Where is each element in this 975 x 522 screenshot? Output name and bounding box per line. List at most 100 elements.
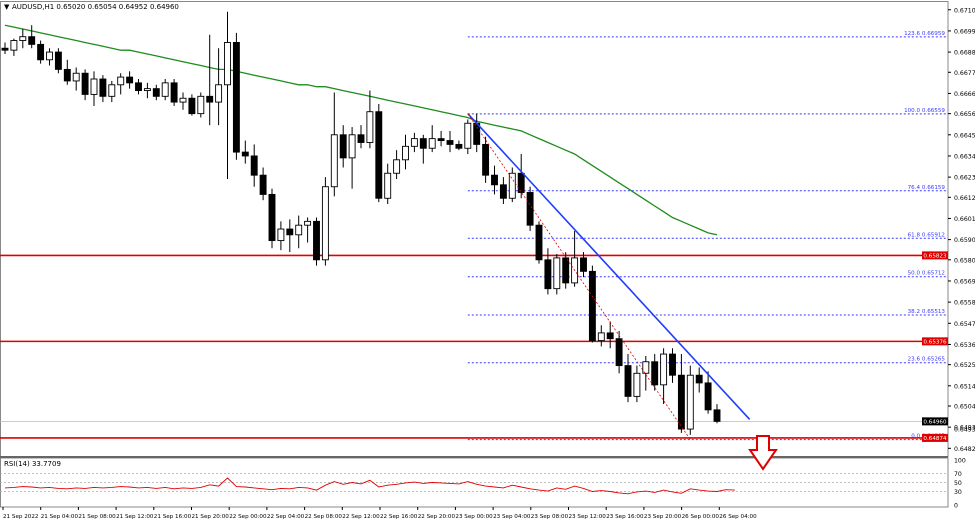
time-axis: 21 Sep 2022 21 Sep 04:00 21 Sep 08:00 21 Se…: [2, 507, 757, 520]
rsi-title: RSI(14) 33.7709: [4, 460, 61, 468]
rsi-line: [4, 477, 735, 495]
bullish-candle: [295, 224, 303, 236]
bullish-candle: [197, 95, 205, 115]
bearish-candle: [135, 82, 142, 92]
bullish-candle: [321, 186, 329, 261]
fib-level-label: 50.0 0.65712: [908, 271, 945, 277]
price-tick-label: 0.66125: [954, 195, 975, 202]
level-price-tag-text: 0.65376: [923, 340, 947, 346]
bearish-trendline: [467, 113, 751, 420]
bullish-candle: [508, 172, 516, 199]
bearish-candle: [152, 88, 160, 97]
bullish-candle: [90, 78, 98, 95]
bullish-candle: [224, 42, 231, 86]
time-tick-label: 23 Sep 08:00: [531, 514, 569, 520]
bearish-candle: [268, 193, 276, 242]
bearish-candle: [651, 361, 659, 386]
rsi-tick-label: 0: [954, 503, 958, 510]
current-price-tag: [922, 417, 948, 426]
bearish-candle: [126, 76, 134, 84]
time-tick-label: 22 Sep 00:00: [229, 514, 267, 520]
bearish-candle: [606, 332, 614, 340]
bullish-candle: [348, 134, 356, 159]
bearish-candle: [669, 353, 676, 376]
time-tick-label: 23 Sep 12:00: [569, 514, 607, 520]
bearish-candle: [437, 138, 445, 142]
price-tick-label: 0.66665: [954, 91, 975, 98]
fib-level-label: 61.8 0.65912: [908, 232, 945, 238]
bearish-candle: [357, 134, 365, 143]
time-tick-label: 21 Sep 04:00: [41, 514, 79, 520]
bearish-candle: [419, 138, 427, 149]
down-arrow-icon: [748, 435, 778, 471]
fib-level-label: 38.2 0.65513: [908, 309, 946, 315]
bearish-candle: [28, 36, 36, 45]
bearish-candle: [259, 174, 267, 195]
rsi-tick-label: 70: [954, 471, 962, 478]
bearish-candle: [695, 374, 703, 384]
bearish-candle: [499, 184, 507, 199]
price-tick-label: 0.66015: [954, 216, 975, 223]
time-tick-label: 21 Sep 08:00: [78, 514, 116, 520]
bearish-candle: [188, 97, 196, 115]
level-price-tag: [922, 251, 948, 260]
bearish-candle: [562, 257, 570, 284]
current-price-tag-text: 0.64960: [923, 420, 947, 426]
bearish-candle: [455, 143, 463, 149]
bearish-candle: [615, 338, 623, 367]
bearish-candle: [241, 151, 249, 157]
bearish-candle: [580, 257, 587, 272]
bearish-candle: [81, 72, 89, 95]
bullish-candle: [597, 332, 605, 342]
price-tick-label: 0.66775: [954, 70, 975, 77]
fib-level-label: 76.4 0.66159: [908, 185, 946, 191]
bullish-candle: [642, 361, 650, 374]
bullish-candle: [660, 353, 668, 386]
bullish-candle: [46, 51, 53, 61]
time-tick-label: 22 Sep 08:00: [305, 514, 343, 520]
bullish-candle: [117, 76, 125, 86]
bearish-candle: [250, 155, 258, 176]
bullish-candle: [108, 84, 116, 97]
time-tick-label: 22 Sep 12:00: [342, 514, 380, 520]
bearish-candle: [491, 174, 498, 186]
chart-menu-marker[interactable]: ▼: [4, 3, 10, 11]
fib-level-label: 100.0 0.66559: [904, 108, 945, 114]
bearish-candle: [375, 111, 383, 199]
rsi-tick-label: 100: [954, 458, 966, 465]
time-tick-label: 26 Sep 00:00: [682, 514, 720, 520]
symbol-header: AUDUSD,H1 0.65020 0.65054 0.64952 0.6496…: [12, 3, 179, 11]
bullish-candle: [633, 372, 641, 397]
bullish-candle: [72, 72, 80, 82]
bearish-candle: [526, 192, 534, 226]
bearish-candle: [339, 134, 347, 159]
moving-average-line: [4, 24, 718, 236]
bullish-candle: [686, 374, 694, 430]
bullish-candle: [330, 134, 338, 188]
bearish-candle: [286, 228, 294, 236]
bearish-candle: [544, 259, 552, 290]
price-tick-label: 0.64820: [954, 446, 975, 453]
bearish-candle: [704, 382, 712, 411]
bullish-candle: [215, 84, 223, 103]
bullish-candle: [161, 82, 169, 97]
fib-level-label: 123.6 0.66959: [904, 31, 945, 37]
bearish-candle: [588, 270, 596, 342]
time-tick-label: 21 Sep 16:00: [154, 514, 192, 520]
level-price-tag-text: 0.65823: [923, 254, 947, 260]
bearish-candle: [482, 143, 490, 176]
time-tick-label: 23 Sep 04:00: [493, 514, 531, 520]
rsi-panel: 100 70 50 30 0: [0, 458, 966, 510]
